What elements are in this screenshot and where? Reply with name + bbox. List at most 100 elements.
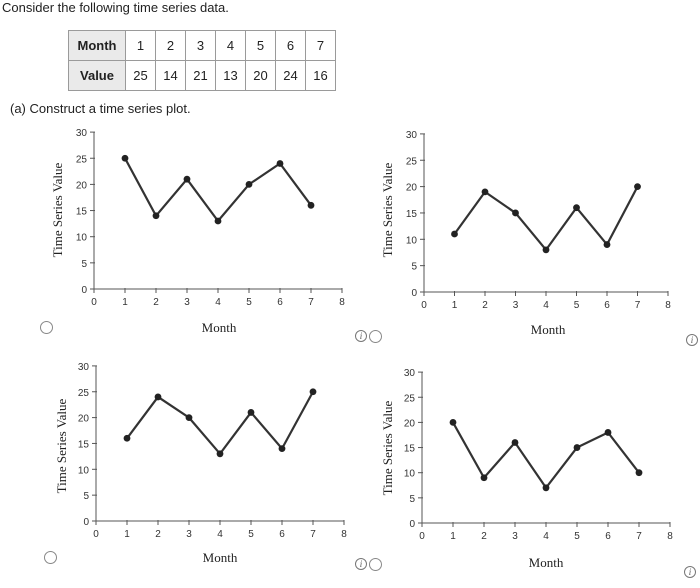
info-icon[interactable]: i: [684, 566, 696, 578]
chart-1-data-point: [121, 154, 129, 162]
chart-1-data-point: [152, 212, 160, 220]
chart-4-x-tick-label: 3: [512, 531, 518, 542]
chart-4-x-tick-label: 5: [574, 531, 580, 542]
chart-4-x-axis-label: Month: [529, 555, 564, 570]
chart-1-data-point: [245, 181, 253, 188]
chart-2-data-point: [542, 246, 550, 254]
chart-2-y-tick-label: 5: [411, 262, 417, 273]
chart-4-y-tick-label: 0: [409, 519, 415, 530]
chart-2-y-tick-label: 10: [406, 235, 418, 246]
chart-2-y-axis-label: Time Series Value: [380, 162, 395, 257]
chart-3-x-tick-label: 8: [341, 529, 347, 540]
chart-4-data-point: [480, 474, 488, 482]
chart-4-y-axis-label: Time Series Value: [380, 400, 395, 495]
chart-1-data-point: [183, 175, 191, 183]
chart-1-x-axis-label: Month: [202, 320, 237, 335]
chart-1-y-tick-label: 5: [81, 259, 87, 270]
chart-2-x-tick-label: 1: [452, 300, 458, 311]
chart-1-series-line: [124, 157, 312, 223]
chart-4-data-point: [635, 469, 643, 477]
chart-3-y-tick-label: 0: [83, 517, 89, 528]
chart-4-x-tick-label: 6: [605, 531, 611, 542]
chart-2-y-tick-label: 0: [411, 288, 417, 299]
info-icon[interactable]: i: [355, 558, 367, 570]
chart-3-data-point: [154, 393, 162, 401]
chart-1-y-axis-label: Time Series Value: [50, 162, 65, 257]
chart-4-x-tick-label: 2: [481, 531, 487, 542]
chart-2-x-tick-label: 5: [574, 300, 580, 311]
option-2-radio[interactable]: [369, 330, 382, 343]
chart-2-data-point: [634, 183, 641, 191]
chart-1-x-tick-label: 7: [308, 297, 314, 308]
chart-1-x-tick-label: 8: [339, 297, 345, 308]
month-cell: 4: [215, 30, 246, 61]
chart-3-x-tick-label: 2: [155, 529, 161, 540]
info-icon[interactable]: i: [355, 330, 367, 342]
chart-3-y-tick-label: 25: [78, 388, 90, 399]
chart-2-x-tick-label: 2: [482, 300, 488, 311]
chart-4-data-point: [449, 419, 457, 426]
option-4-radio[interactable]: [369, 558, 382, 571]
chart-1-y-tick-label: 25: [76, 154, 88, 165]
chart-1-y-tick-label: 0: [81, 285, 87, 296]
info-icon[interactable]: i: [686, 334, 698, 346]
chart-4-x-tick-label: 8: [667, 531, 673, 542]
chart-3-y-axis-label: Time Series Value: [54, 398, 69, 493]
chart-4-x-tick-label: 1: [450, 531, 456, 542]
chart-3-x-tick-label: 4: [217, 529, 223, 540]
chart-1-data-point: [276, 160, 284, 167]
chart-3-series-line: [126, 391, 314, 456]
chart-2-x-tick-label: 8: [665, 300, 671, 311]
value-cell: 24: [275, 60, 306, 91]
chart-2-x-axis-label: Month: [531, 322, 566, 337]
chart-2-data-point: [603, 241, 611, 248]
chart-3-y-tick-label: 15: [78, 439, 90, 450]
month-cell: 7: [305, 30, 336, 61]
value-cell: 25: [125, 60, 156, 91]
chart-1-x-tick-label: 6: [277, 297, 283, 308]
chart-1-x-tick-label: 3: [184, 297, 190, 308]
chart-3-x-tick-label: 1: [124, 529, 130, 540]
chart-3-x-tick-label: 6: [279, 529, 285, 540]
chart-2-data-point: [451, 230, 458, 238]
chart-2-data-point: [573, 204, 580, 212]
chart-3-data-point: [123, 434, 131, 442]
chart-3-y-tick-label: 5: [83, 491, 89, 502]
table-row: Month 1 2 3 4 5 6 7: [68, 30, 336, 61]
chart-4-y-tick-label: 20: [404, 418, 416, 429]
chart-2-x-tick-label: 4: [543, 300, 549, 311]
chart-4-data-point: [542, 484, 550, 492]
chart-4-y-tick-label: 15: [404, 444, 416, 455]
chart-2-x-tick-label: 0: [421, 300, 427, 311]
chart-1-x-tick-label: 2: [153, 297, 159, 308]
chart-3-y-tick-label: 30: [78, 362, 90, 373]
chart-2-x-tick-label: 6: [604, 300, 610, 311]
option-3-radio[interactable]: [44, 551, 57, 564]
chart-1-data-point: [214, 217, 222, 225]
chart-2-x-tick-label: 7: [635, 300, 641, 311]
chart-3-x-tick-label: 7: [310, 529, 316, 540]
table-row: Value 25 14 21 13 20 24 16: [68, 60, 336, 91]
value-cell: 13: [215, 60, 246, 91]
chart-3-x-tick-label: 3: [186, 529, 192, 540]
value-cell: 14: [155, 60, 186, 91]
chart-2-series-line: [453, 186, 639, 252]
chart-1-y-tick-label: 20: [76, 180, 88, 191]
chart-1-y-tick-label: 10: [76, 233, 88, 244]
chart-2-data-point: [481, 188, 489, 196]
data-table: Month 1 2 3 4 5 6 7 Value 25 14 21 13 20…: [68, 30, 336, 91]
value-cell: 16: [305, 60, 336, 91]
chart-4-data-point: [573, 444, 581, 451]
chart-4-data-point: [511, 439, 519, 446]
chart-1-x-tick-label: 1: [122, 297, 128, 308]
part-a-prompt: (a) Construct a time series plot.: [10, 101, 191, 116]
option-1-radio[interactable]: [40, 321, 53, 334]
chart-4-y-tick-label: 10: [404, 469, 416, 480]
chart-3-data-point: [278, 445, 286, 453]
chart-4-y-tick-label: 25: [404, 393, 416, 404]
chart-1-x-tick-label: 5: [246, 297, 252, 308]
chart-1-x-tick-label: 4: [215, 297, 221, 308]
chart-4-y-tick-label: 5: [409, 494, 415, 505]
chart-3-data-point: [216, 450, 224, 458]
